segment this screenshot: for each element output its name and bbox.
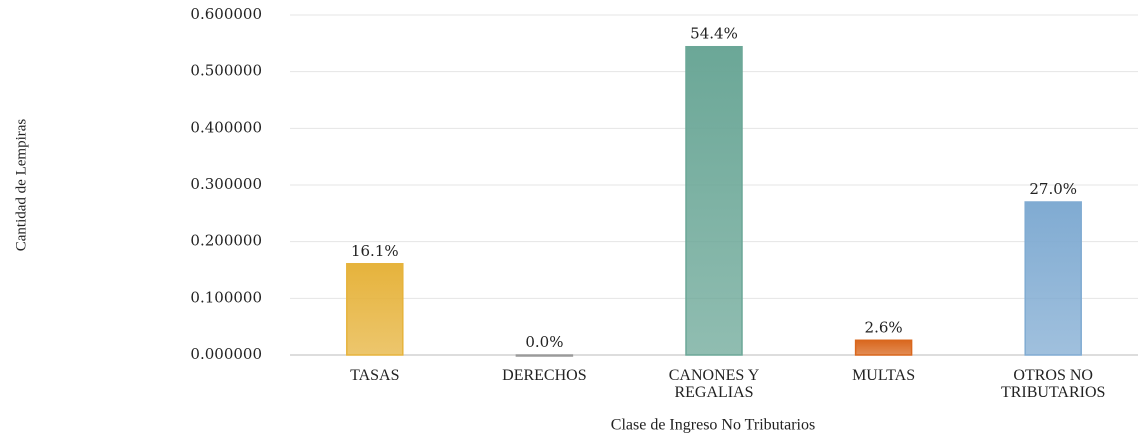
bar [685, 45, 743, 356]
x-tick-label: OTROS NO TRIBUTARIOS [1000, 367, 1106, 401]
bar [854, 339, 913, 356]
y-tick-label: 0.000000 [190, 345, 262, 363]
y-tick-label: 0.200000 [190, 232, 262, 250]
x-tick-label: CANONES Y REGALIAS [668, 367, 760, 401]
y-axis-label: Cantidad de Lempiras [13, 119, 29, 252]
data-label: 54.4% [690, 25, 738, 43]
bar [515, 354, 574, 357]
data-label: 27.0% [1029, 180, 1077, 198]
y-tick-label: 0.600000 [190, 5, 262, 23]
bar [1024, 201, 1082, 356]
data-label: 2.6% [865, 318, 903, 336]
x-tick-label: TASAS [350, 367, 400, 384]
data-label: 16.1% [351, 242, 399, 260]
data-label: 0.0% [525, 333, 563, 351]
y-tick-label: 0.300000 [190, 175, 262, 193]
bar [346, 263, 404, 356]
y-tick-label: 0.100000 [190, 288, 262, 306]
y-tick-label: 0.400000 [190, 118, 262, 136]
x-tick-label: DERECHOS [502, 367, 587, 384]
y-tick-label: 0.500000 [190, 62, 262, 80]
x-axis-label: Clase de Ingreso No Tributarios [611, 417, 815, 434]
x-tick-label: MULTAS [852, 367, 916, 384]
